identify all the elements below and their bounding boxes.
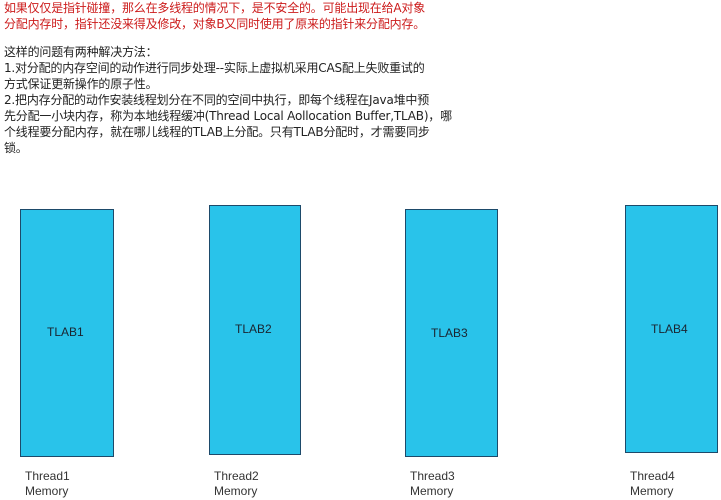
- thread2-memory: Memory: [214, 484, 258, 498]
- solution-line: 1.对分配的内存空间的动作进行同步处理--实际上虚拟机采用CAS配上失败重试的: [4, 61, 425, 75]
- tlab1-label: TLAB1: [47, 325, 84, 339]
- explanation-text: 如果仅仅是指针碰撞，那么在多线程的情况下，是不安全的。可能出现在给A对象 分配内…: [4, 0, 504, 156]
- tlab3-box: [405, 209, 498, 457]
- solutions-heading: 这样的问题有两种解决方法：: [4, 45, 158, 59]
- thread3-memory: Memory: [410, 484, 454, 498]
- intro-line: 如果仅仅是指针碰撞，那么在多线程的情况下，是不安全的。可能出现在给A对象: [4, 1, 426, 15]
- solution-line: 个线程要分配内存，就在哪儿线程的TLAB上分配。只有TLAB分配时，才需要同步: [4, 125, 430, 139]
- thread2-name: Thread2: [214, 469, 259, 483]
- tlab1-box: [20, 209, 114, 457]
- tlab4-label: TLAB4: [651, 322, 688, 336]
- solution-line: 2.把内存分配的动作安装线程划分在不同的空间中执行，即每个线程在Java堆中预: [4, 93, 429, 107]
- thread3-label: Thread3 Memory: [410, 469, 455, 499]
- thread3-name: Thread3: [410, 469, 455, 483]
- tlab4-box: [625, 205, 718, 453]
- intro-paragraph: 如果仅仅是指针碰撞，那么在多线程的情况下，是不安全的。可能出现在给A对象 分配内…: [4, 0, 504, 32]
- tlab2-box: [209, 205, 301, 455]
- solution-line: 先分配一小块内存，称为本地线程缓冲(Thread Local Aollocati…: [4, 109, 452, 123]
- thread1-memory: Memory: [25, 484, 69, 498]
- thread4-memory: Memory: [630, 484, 674, 498]
- solutions-paragraph: 这样的问题有两种解决方法： 1.对分配的内存空间的动作进行同步处理--实际上虚拟…: [4, 44, 504, 156]
- thread1-name: Thread1: [25, 469, 70, 483]
- tlab3-label: TLAB3: [431, 326, 468, 340]
- thread4-name: Thread4: [630, 469, 675, 483]
- tlab2-label: TLAB2: [235, 322, 272, 336]
- thread1-label: Thread1 Memory: [25, 469, 70, 499]
- intro-line: 分配内存时，指针还没来得及修改，对象B又同时使用了原来的指针来分配内存。: [4, 17, 426, 31]
- solution-line: 锁。: [4, 141, 28, 155]
- thread2-label: Thread2 Memory: [214, 469, 259, 499]
- thread4-label: Thread4 Memory: [630, 469, 675, 499]
- solution-line: 方式保证更新操作的原子性。: [4, 77, 158, 91]
